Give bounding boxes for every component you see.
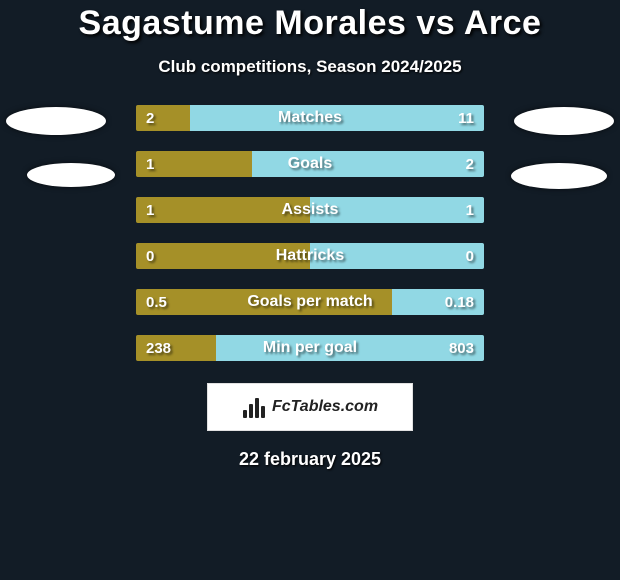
- stat-bar-right-fill: [392, 289, 484, 315]
- subtitle: Club competitions, Season 2024/2025: [0, 57, 620, 77]
- stat-bar-left-fill: [136, 151, 252, 177]
- comparison-infographic: Sagastume Morales vs Arce Club competiti…: [0, 0, 620, 470]
- stat-bar-right-fill: [252, 151, 484, 177]
- source-badge: FcTables.com: [207, 383, 413, 431]
- stat-bar: Goals12: [136, 151, 484, 177]
- stat-bar: Goals per match0.50.18: [136, 289, 484, 315]
- stat-bar: Matches211: [136, 105, 484, 131]
- stat-bar-left-fill: [136, 289, 392, 315]
- stat-bar: Hattricks00: [136, 243, 484, 269]
- date-label: 22 february 2025: [0, 449, 620, 470]
- bar-chart-icon: [242, 396, 266, 418]
- player-left-avatar-1: [6, 107, 106, 135]
- stat-bar-left-fill: [136, 335, 216, 361]
- right-avatar-column: [504, 105, 604, 189]
- stat-bar-left-fill: [136, 243, 310, 269]
- stat-bar: Assists11: [136, 197, 484, 223]
- stat-bars: Matches211 Goals12 Assists11 Hattricks00 Goa…: [136, 105, 484, 361]
- left-avatar-column: [16, 105, 116, 187]
- stat-bar: Min per goal238803: [136, 335, 484, 361]
- stat-bar-right-fill: [216, 335, 484, 361]
- page-title: Sagastume Morales vs Arce: [0, 4, 620, 43]
- player-right-avatar-2: [511, 163, 607, 189]
- stat-bar-left-fill: [136, 105, 190, 131]
- player-left-avatar-2: [27, 163, 115, 187]
- stats-area: Matches211 Goals12 Assists11 Hattricks00 Goa…: [0, 105, 620, 361]
- stat-bar-left-fill: [136, 197, 310, 223]
- stat-bar-right-fill: [310, 243, 484, 269]
- stat-bar-right-fill: [190, 105, 484, 131]
- source-badge-text: FcTables.com: [272, 398, 378, 416]
- stat-bar-right-fill: [310, 197, 484, 223]
- player-right-avatar-1: [514, 107, 614, 135]
